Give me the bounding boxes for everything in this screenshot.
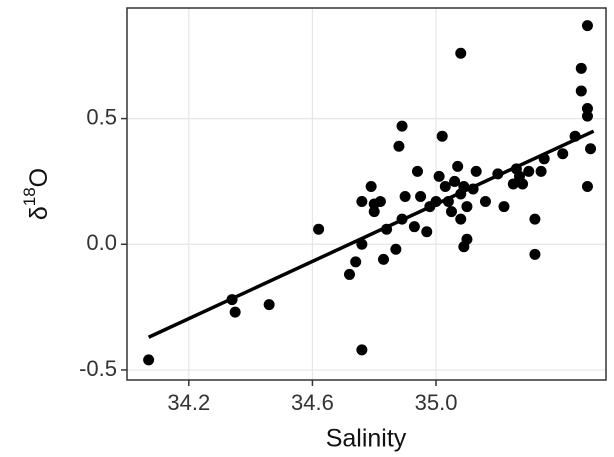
x-tick-label: 35.0: [415, 390, 458, 415]
point: [399, 191, 411, 203]
y-title-suffix: O: [25, 168, 53, 187]
point: [575, 85, 587, 97]
point: [581, 103, 593, 115]
x-axis-title: Salinity: [326, 425, 407, 453]
point: [507, 178, 519, 190]
point: [557, 148, 569, 160]
point: [470, 165, 482, 177]
point: [313, 223, 325, 235]
y-axis-title: δ18O: [20, 168, 52, 220]
point: [529, 248, 541, 260]
point: [411, 165, 423, 177]
panel-border: [126, 7, 607, 381]
point: [350, 256, 362, 268]
point: [455, 213, 467, 225]
panel: [127, 8, 606, 380]
point: [517, 178, 529, 190]
point: [523, 165, 535, 177]
point: [581, 20, 593, 32]
point: [461, 201, 473, 213]
point: [368, 206, 380, 218]
point: [439, 180, 451, 192]
point: [445, 206, 457, 218]
point: [452, 160, 464, 172]
axes: 34.2 34.6 35.0 -0.5 0.0 0.5: [79, 104, 457, 414]
point: [374, 196, 386, 208]
point: [479, 196, 491, 208]
point: [421, 226, 433, 238]
point: [436, 130, 448, 142]
x-tick-label: 34.6: [291, 390, 334, 415]
y-tick-label: 0.5: [86, 104, 117, 129]
fit-line: [147, 129, 595, 339]
point: [393, 140, 405, 152]
point: [263, 299, 275, 311]
point: [529, 213, 541, 225]
point: [581, 110, 593, 122]
point: [229, 306, 241, 318]
point: [433, 170, 445, 182]
point: [415, 191, 427, 203]
point: [575, 62, 587, 74]
point: [535, 165, 547, 177]
marks: [143, 20, 597, 366]
point: [356, 344, 368, 356]
point: [390, 243, 402, 255]
point: [449, 175, 461, 187]
y-tick-label: -0.5: [79, 356, 117, 381]
y-tick-label: 0.0: [86, 230, 117, 255]
point: [581, 180, 593, 192]
point: [356, 196, 368, 208]
point: [344, 268, 356, 280]
point: [498, 201, 510, 213]
y-title-superscript: 18: [20, 187, 39, 206]
point: [377, 253, 389, 265]
point: [455, 47, 467, 59]
point: [396, 120, 408, 132]
point: [458, 241, 470, 253]
x-tick-label: 34.2: [167, 390, 210, 415]
point: [585, 143, 597, 155]
point: [408, 221, 420, 233]
y-title-prefix: δ: [25, 206, 53, 220]
point: [143, 354, 155, 366]
point: [365, 180, 377, 192]
